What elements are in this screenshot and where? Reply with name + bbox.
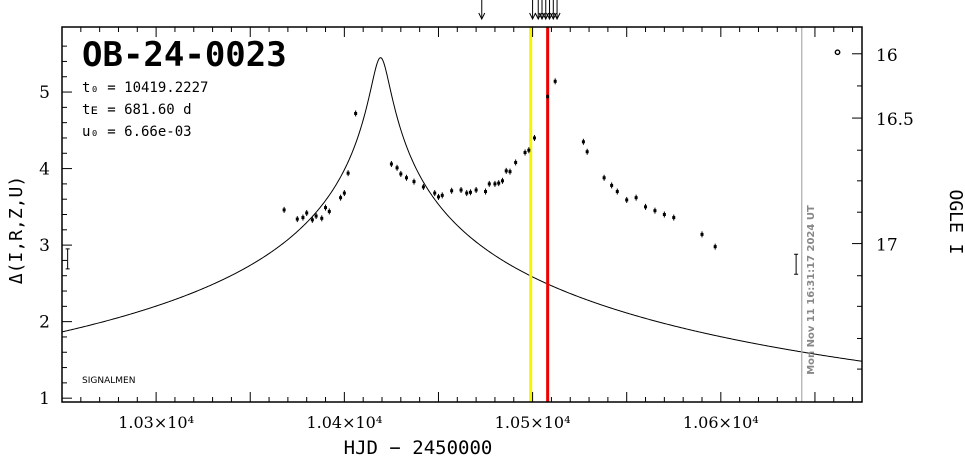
data-point-38 <box>546 93 550 100</box>
right-tick-label-2: 17 <box>876 236 898 256</box>
data-point-18 <box>421 183 425 190</box>
data-point-37 <box>532 134 536 141</box>
y-tick-label-1: 2 <box>39 313 50 333</box>
param-te: tᴇ = 681.60 d <box>82 102 192 118</box>
data-point-34 <box>514 159 518 166</box>
param-t0: t₀ = 10419.2227 <box>82 80 208 96</box>
data-point-11 <box>346 170 350 177</box>
data-point-14 <box>395 164 399 171</box>
param-u0: u₀ = 6.66e-03 <box>82 124 192 140</box>
top-arrows-layer <box>478 0 561 21</box>
data-point-10 <box>342 190 346 197</box>
footer-label: SIGNALMEN <box>82 376 135 386</box>
data-point-26 <box>474 187 478 194</box>
right-tick-label-1: 16.5 <box>876 110 914 130</box>
top-arrow-1 <box>529 0 537 21</box>
data-point-39 <box>553 78 557 85</box>
data-point-28 <box>487 180 491 187</box>
data-point-52 <box>713 243 717 250</box>
y-tick-label-4: 5 <box>39 83 50 103</box>
data-point-36 <box>527 147 531 154</box>
data-point-47 <box>644 203 648 210</box>
data-point-1 <box>295 216 299 223</box>
right-tick-label-0: 16 <box>876 46 898 66</box>
data-point-7 <box>324 204 328 211</box>
data-point-15 <box>399 170 403 177</box>
data-point-53 <box>794 253 799 275</box>
y-tick-label-0: 1 <box>39 389 50 409</box>
data-point-25 <box>468 189 472 196</box>
data-point-41 <box>585 148 589 155</box>
x-tick-label-3: 1.06×10⁴ <box>683 413 759 432</box>
data-point-33 <box>508 168 512 175</box>
data-point-32 <box>504 167 508 174</box>
data-point-48 <box>653 207 657 214</box>
data-point-5 <box>314 213 318 220</box>
top-arrow-0 <box>478 0 486 21</box>
data-point-3 <box>305 209 309 216</box>
data-point-6 <box>320 215 324 222</box>
data-point-50 <box>672 214 676 221</box>
axes-layer: 1.03×10⁴ 1.04×10⁴ 1.05×10⁴ 1.06×10⁴ 1 2 3 4 5 16 1… <box>39 26 914 432</box>
data-point-21 <box>440 192 444 199</box>
data-point-20 <box>436 193 440 200</box>
data-point-46 <box>634 194 638 201</box>
data-point-2 <box>301 214 305 221</box>
x-tick-label-0: 1.03×10⁴ <box>118 413 194 432</box>
data-point-55 <box>65 248 70 270</box>
data-point-8 <box>327 208 331 215</box>
data-point-44 <box>615 188 619 195</box>
data-point-51 <box>700 231 704 238</box>
data-points-layer <box>65 49 841 275</box>
data-point-40 <box>581 138 585 145</box>
data-point-31 <box>500 177 504 184</box>
data-point-35 <box>523 149 527 156</box>
y-tick-label-3: 4 <box>39 160 50 180</box>
data-point-16 <box>404 174 408 181</box>
data-point-9 <box>339 194 343 201</box>
top-arrow-7 <box>553 0 561 21</box>
data-point-24 <box>465 190 469 197</box>
data-point-4 <box>310 216 314 223</box>
data-point-19 <box>433 190 437 197</box>
x-tick-label-1: 1.04×10⁴ <box>306 413 382 432</box>
vertical-lines-layer <box>529 27 803 402</box>
data-point-43 <box>610 182 614 189</box>
y-axis-left-label: Δ(I,R,Z,U) <box>6 176 27 284</box>
data-point-45 <box>625 196 629 203</box>
data-point-0 <box>282 206 286 213</box>
data-point-42 <box>602 174 606 181</box>
data-point-49 <box>662 211 666 218</box>
model-curve-layer <box>61 57 863 362</box>
y-tick-label-2: 3 <box>39 236 50 256</box>
data-point-29 <box>493 180 497 187</box>
x-tick-label-2: 1.05×10⁴ <box>495 413 571 432</box>
data-point-22 <box>450 187 454 194</box>
timestamp-label: Mon Nov 11 16:31:17 2024 UT <box>806 205 817 375</box>
data-point-12 <box>354 110 358 117</box>
y-axis-right-label: OGLE I <box>945 189 965 254</box>
data-point-23 <box>459 187 463 194</box>
data-point-17 <box>412 178 416 185</box>
data-point-27 <box>484 188 488 195</box>
data-point-54 <box>834 49 841 56</box>
x-axis-label: HJD − 2450000 <box>344 437 493 459</box>
chart-title: OB-24-0023 <box>82 35 287 75</box>
data-point-13 <box>389 160 393 167</box>
data-point-30 <box>497 180 501 187</box>
model-curve <box>61 57 863 362</box>
